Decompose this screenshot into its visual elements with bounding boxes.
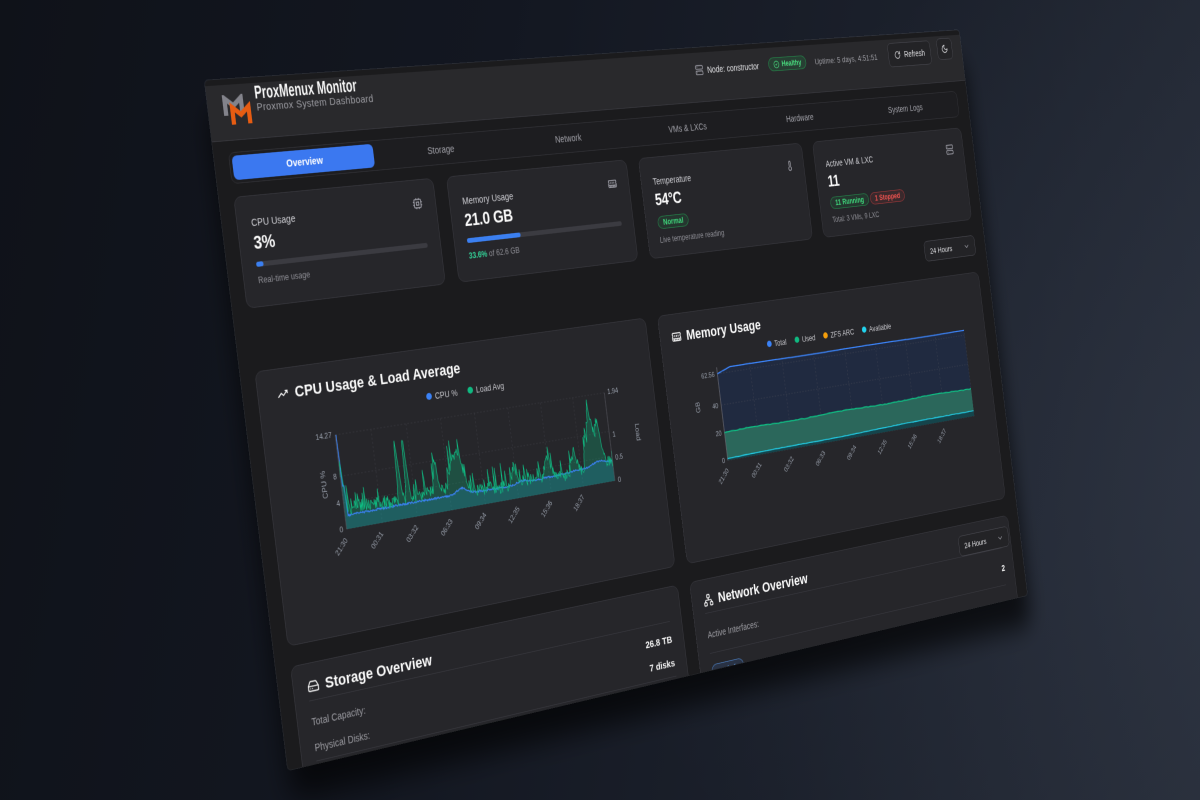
svg-text:62.56: 62.56 [701,370,715,380]
svg-text:0: 0 [722,457,726,466]
svg-text:18:37: 18:37 [936,427,947,445]
svg-text:00:31: 00:31 [750,461,763,480]
svg-text:0: 0 [339,525,344,535]
svg-text:18:37: 18:37 [572,493,586,513]
svg-text:06:33: 06:33 [814,449,826,468]
svg-text:8: 8 [333,472,338,482]
svg-text:40: 40 [712,401,719,410]
svg-text:GB: GB [694,401,702,414]
svg-text:00:31: 00:31 [369,530,385,551]
svg-text:Load: Load [633,423,642,442]
svg-text:12:35: 12:35 [507,505,521,525]
svg-text:21:30: 21:30 [717,467,730,486]
svg-text:15:36: 15:36 [540,499,554,519]
svg-text:0: 0 [617,475,621,484]
svg-text:20: 20 [715,429,722,438]
svg-text:CPU %: CPU % [319,470,330,500]
svg-text:12:35: 12:35 [876,438,888,456]
svg-text:1.94: 1.94 [607,386,619,396]
svg-text:15:36: 15:36 [906,432,918,450]
svg-text:06:33: 06:33 [439,517,454,538]
svg-text:09:34: 09:34 [473,511,488,532]
svg-text:4: 4 [336,499,341,509]
svg-text:09:34: 09:34 [846,443,858,462]
svg-text:14.27: 14.27 [315,431,332,443]
svg-text:03:32: 03:32 [405,523,420,544]
svg-text:21:30: 21:30 [334,536,350,557]
svg-text:1: 1 [612,430,616,439]
svg-text:03:32: 03:32 [783,455,795,474]
svg-text:0.5: 0.5 [615,452,624,462]
